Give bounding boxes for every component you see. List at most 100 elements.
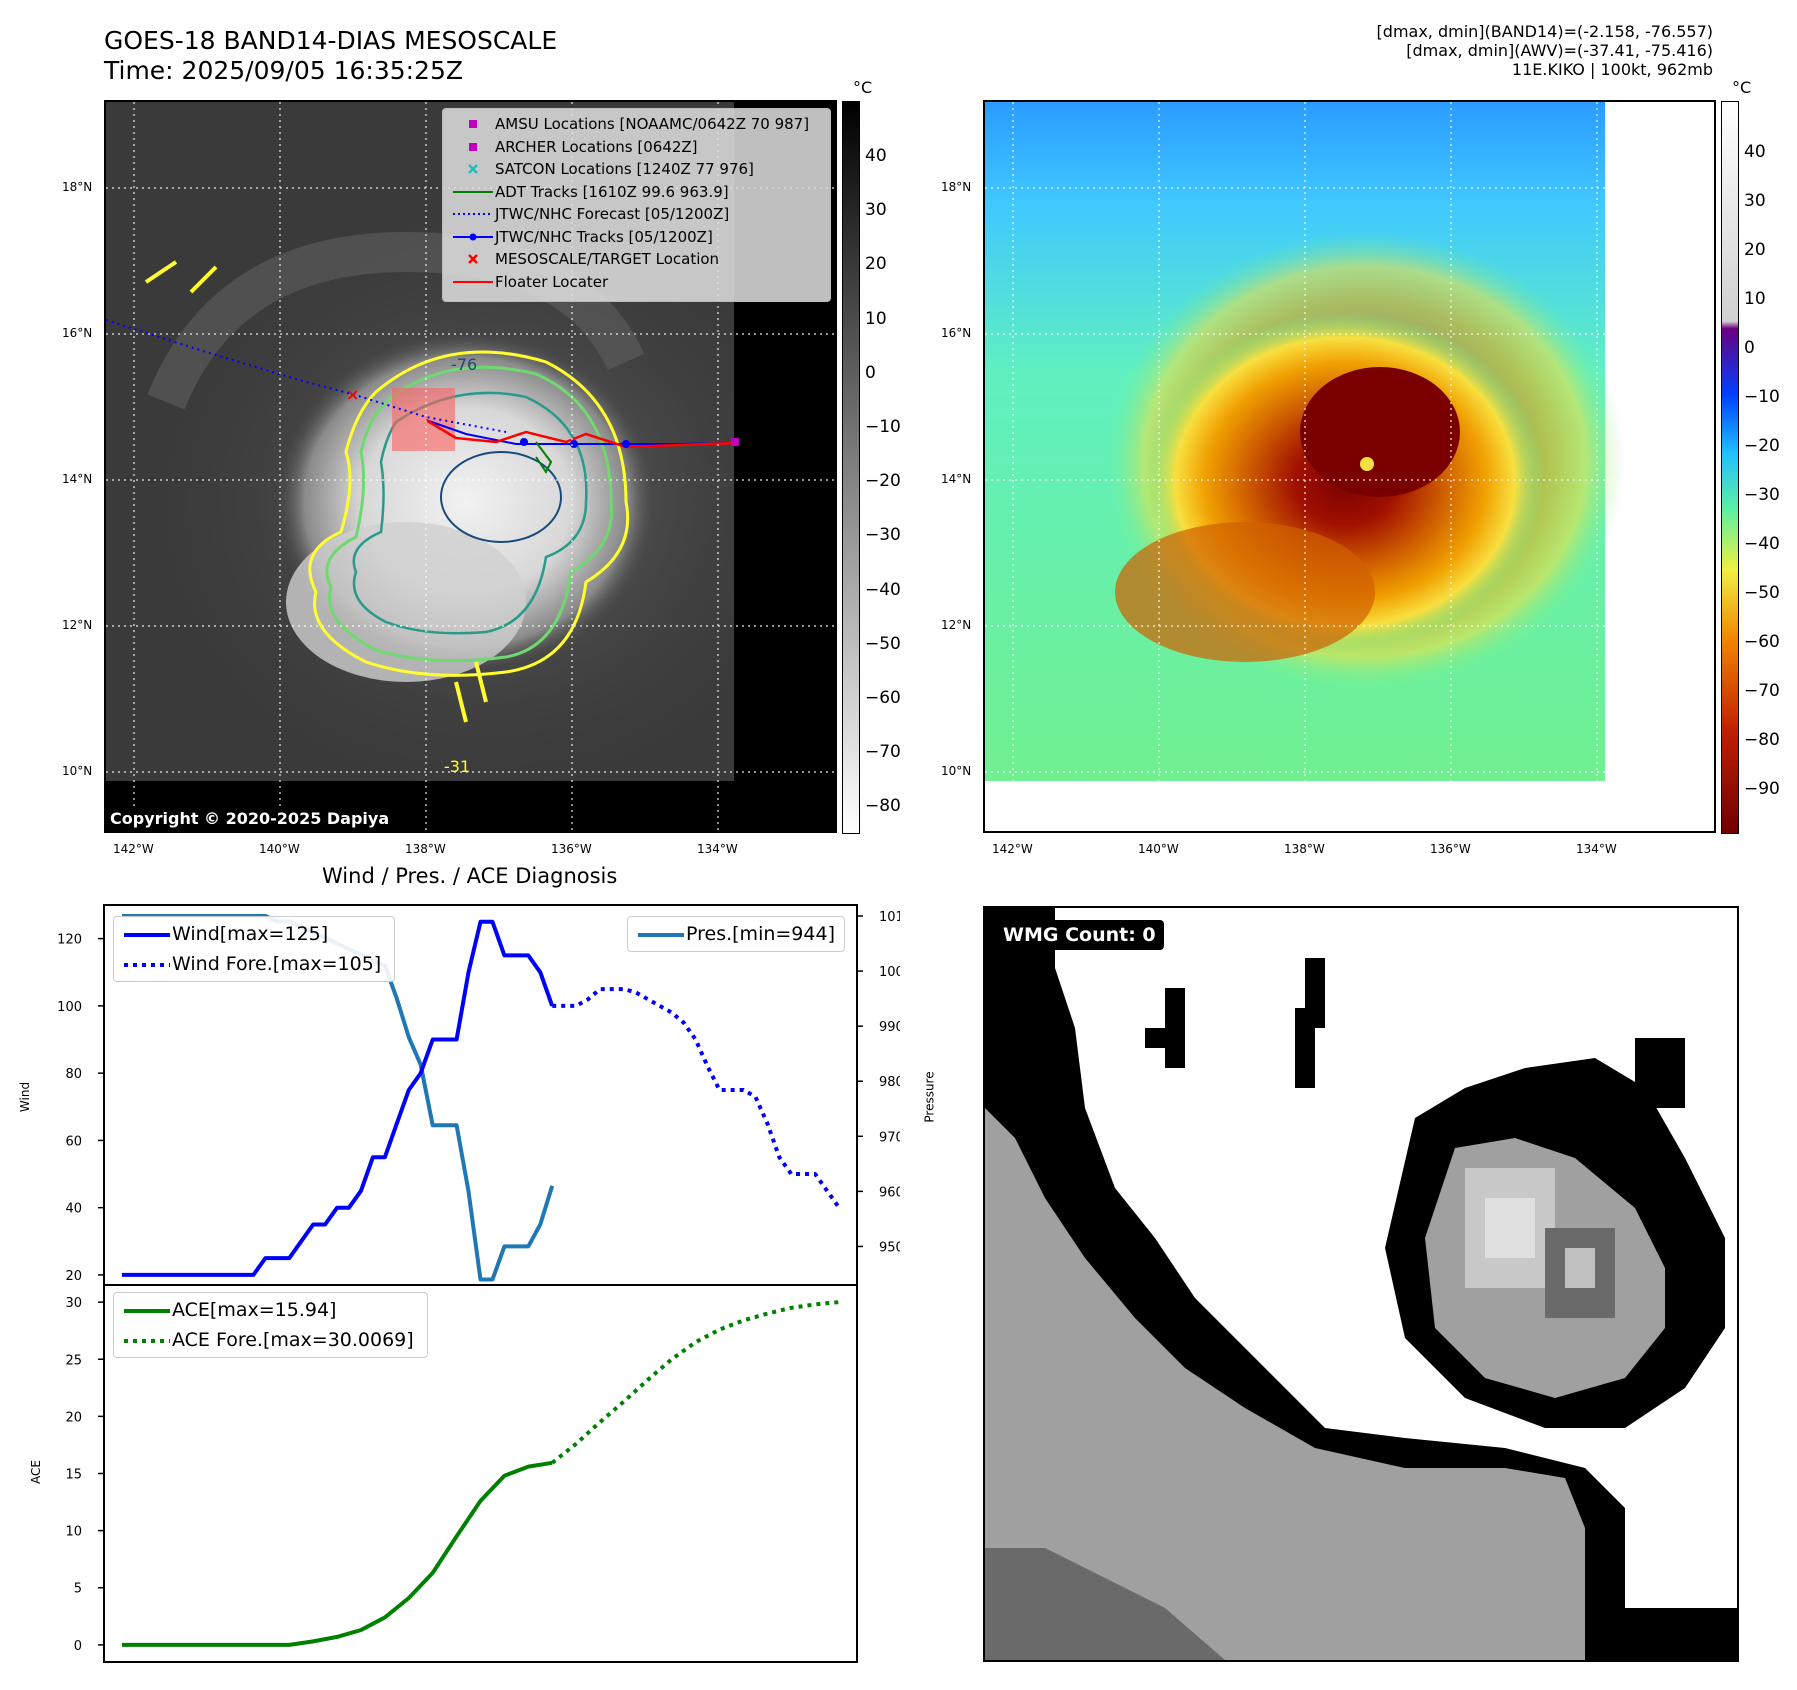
- ir-legend-swatch: [451, 114, 495, 134]
- y-tick-label: 0: [74, 1639, 82, 1654]
- series-line: [550, 1300, 840, 1465]
- ir-legend-swatch: [451, 182, 495, 202]
- y-tick-label: 80: [65, 1067, 82, 1082]
- colorbar-tick-label: 30: [865, 200, 887, 221]
- ir-legend-item: SATCON Locations [1240Z 77 976]: [451, 158, 822, 181]
- colorbar-tick-label: 40: [865, 146, 887, 166]
- series-line: [552, 987, 841, 1209]
- contour-label-31: -31: [444, 757, 470, 776]
- colorbar-tick-label: −50: [1744, 583, 1780, 603]
- lat-label: 14°N: [941, 472, 972, 486]
- lat-label: 12°N: [62, 618, 93, 632]
- awv-satellite-panel: [983, 100, 1716, 833]
- y-tick-label: 60: [65, 1134, 82, 1149]
- legend-swatch-wind-forecast: [122, 954, 172, 974]
- ir-legend-swatch: [451, 227, 495, 247]
- contour-label-76: -76: [451, 355, 477, 374]
- series-line: [121, 1460, 553, 1647]
- colorbar-tick-label: −60: [865, 688, 901, 708]
- copyright-label: Copyright © 2020-2025 Dapiya: [106, 806, 394, 831]
- series-line: [121, 919, 555, 1277]
- y-tick-label-right: 990: [879, 1020, 900, 1035]
- ir-colorbar-unit: °C: [853, 78, 873, 97]
- legend-label-wind-forecast: Wind Fore.[max=105]: [172, 953, 382, 975]
- wmg-panel: WMG Count: 0: [983, 906, 1739, 1662]
- colorbar-tick-label: −20: [1744, 436, 1780, 456]
- ir-legend: AMSU Locations [NOAAMC/0642Z 70 987] ARCH…: [442, 108, 831, 302]
- legend-swatch-ace-forecast: [122, 1330, 172, 1350]
- ir-legend-item: MESOSCALE/TARGET Location: [451, 248, 822, 271]
- ir-legend-swatch: [451, 249, 495, 269]
- y-tick-label-right: 980: [879, 1075, 900, 1090]
- ir-legend-label: ARCHER Locations [0642Z]: [495, 137, 698, 156]
- y-tick-label: 15: [65, 1468, 82, 1483]
- lon-label: 142°W: [992, 842, 1033, 856]
- ir-legend-label: AMSU Locations [NOAAMC/0642Z 70 987]: [495, 115, 810, 133]
- y-tick-label: 30: [65, 1296, 82, 1311]
- y-tick-label: 100: [57, 1000, 82, 1015]
- legend-label-ace: ACE[max=15.94]: [172, 1299, 337, 1321]
- legend-label-pressure: Pres.[min=944]: [686, 923, 835, 945]
- info-line-2: [dmax, dmin](AWV)=(-37.41, -75.416): [1406, 41, 1713, 60]
- ir-legend-item: AMSU Locations [NOAAMC/0642Z 70 987]: [451, 113, 822, 136]
- y-tick-label-right: 1000: [879, 965, 900, 980]
- wind-legend: Wind[max=125] Wind Fore.[max=105]: [113, 916, 395, 982]
- y-tick-label: 25: [65, 1353, 82, 1368]
- colorbar-tick-label: −20: [865, 471, 901, 492]
- ir-legend-label: JTWC/NHC Forecast [05/1200Z]: [495, 205, 730, 223]
- y-tick-label-right: 950: [879, 1240, 900, 1255]
- colorbar-tick-label: −80: [865, 796, 901, 817]
- lon-label: 140°W: [1138, 842, 1179, 856]
- colorbar-tick-label: 10: [865, 308, 887, 329]
- colorbar-tick-label: −30: [1744, 485, 1780, 505]
- svg-text:×: ×: [346, 385, 359, 404]
- lon-label: 142°W: [113, 842, 154, 856]
- colorbar-tick-label: −10: [1744, 387, 1780, 407]
- ir-legend-label: JTWC/NHC Tracks [05/1200Z]: [495, 227, 713, 246]
- y-tick-label: 10: [65, 1525, 82, 1540]
- storm-info: [dmax, dmin](BAND14)=(-2.158, -76.557) […: [1377, 22, 1713, 79]
- colorbar-tick-label: 20: [1744, 240, 1766, 260]
- wmg-count-badge: WMG Count: 0: [995, 920, 1164, 950]
- ir-legend-label: SATCON Locations [1240Z 77 976]: [495, 160, 754, 178]
- lat-label: 16°N: [941, 326, 972, 340]
- ir-legend-swatch: [451, 272, 495, 292]
- wmg-image: [985, 908, 1737, 1660]
- colorbar-tick-label: 0: [1744, 338, 1755, 358]
- lat-label: 18°N: [941, 180, 972, 194]
- colorbar-tick-label: −60: [1744, 632, 1780, 652]
- title-line-2: Time: 2025/09/05 16:35:25Z: [104, 56, 463, 85]
- title-line-1: GOES-18 BAND14-DIAS MESOSCALE: [104, 26, 558, 55]
- legend-swatch-pressure: [636, 924, 686, 944]
- y-tick-label: 40: [65, 1202, 82, 1217]
- lon-label: 138°W: [405, 842, 446, 856]
- colorbar-tick-label: −40: [1744, 534, 1780, 554]
- colorbar-tick-label: 0: [865, 362, 876, 383]
- ir-legend-label: Floater Locater: [495, 272, 609, 291]
- lat-label: 10°N: [941, 764, 972, 778]
- colorbar-tick-label: −80: [1744, 730, 1780, 750]
- ir-legend-item: ARCHER Locations [0642Z]: [451, 136, 822, 159]
- lon-label: 136°W: [551, 842, 592, 856]
- lon-label: 134°W: [1576, 842, 1617, 856]
- lon-label: 140°W: [259, 842, 300, 856]
- figure-title: GOES-18 BAND14-DIAS MESOSCALE Time: 2025…: [104, 26, 557, 86]
- colorbar-tick-label: 40: [1744, 142, 1766, 162]
- lon-label: 138°W: [1284, 842, 1325, 856]
- legend-swatch-wind: [122, 924, 172, 944]
- y-tick-label: 5: [74, 1582, 82, 1597]
- awv-satellite-image: [985, 102, 1714, 831]
- legend-label-ace-forecast: ACE Fore.[max=30.0069]: [172, 1329, 414, 1351]
- ir-legend-item: JTWC/NHC Tracks [05/1200Z]: [451, 226, 822, 249]
- colorbar-tick-label: −50: [865, 633, 901, 654]
- colorbar-tick-label: 10: [1744, 289, 1766, 309]
- awv-colorbar-unit: °C: [1732, 78, 1752, 97]
- colorbar-tick-label: −90: [1744, 779, 1780, 799]
- info-line-1: [dmax, dmin](BAND14)=(-2.158, -76.557): [1376, 22, 1713, 41]
- ir-colorbar: [842, 101, 860, 834]
- ace-legend: ACE[max=15.94] ACE Fore.[max=30.0069]: [113, 1292, 428, 1358]
- colorbar-tick-label: −30: [865, 525, 901, 546]
- colorbar-tick-label: 20: [865, 254, 887, 275]
